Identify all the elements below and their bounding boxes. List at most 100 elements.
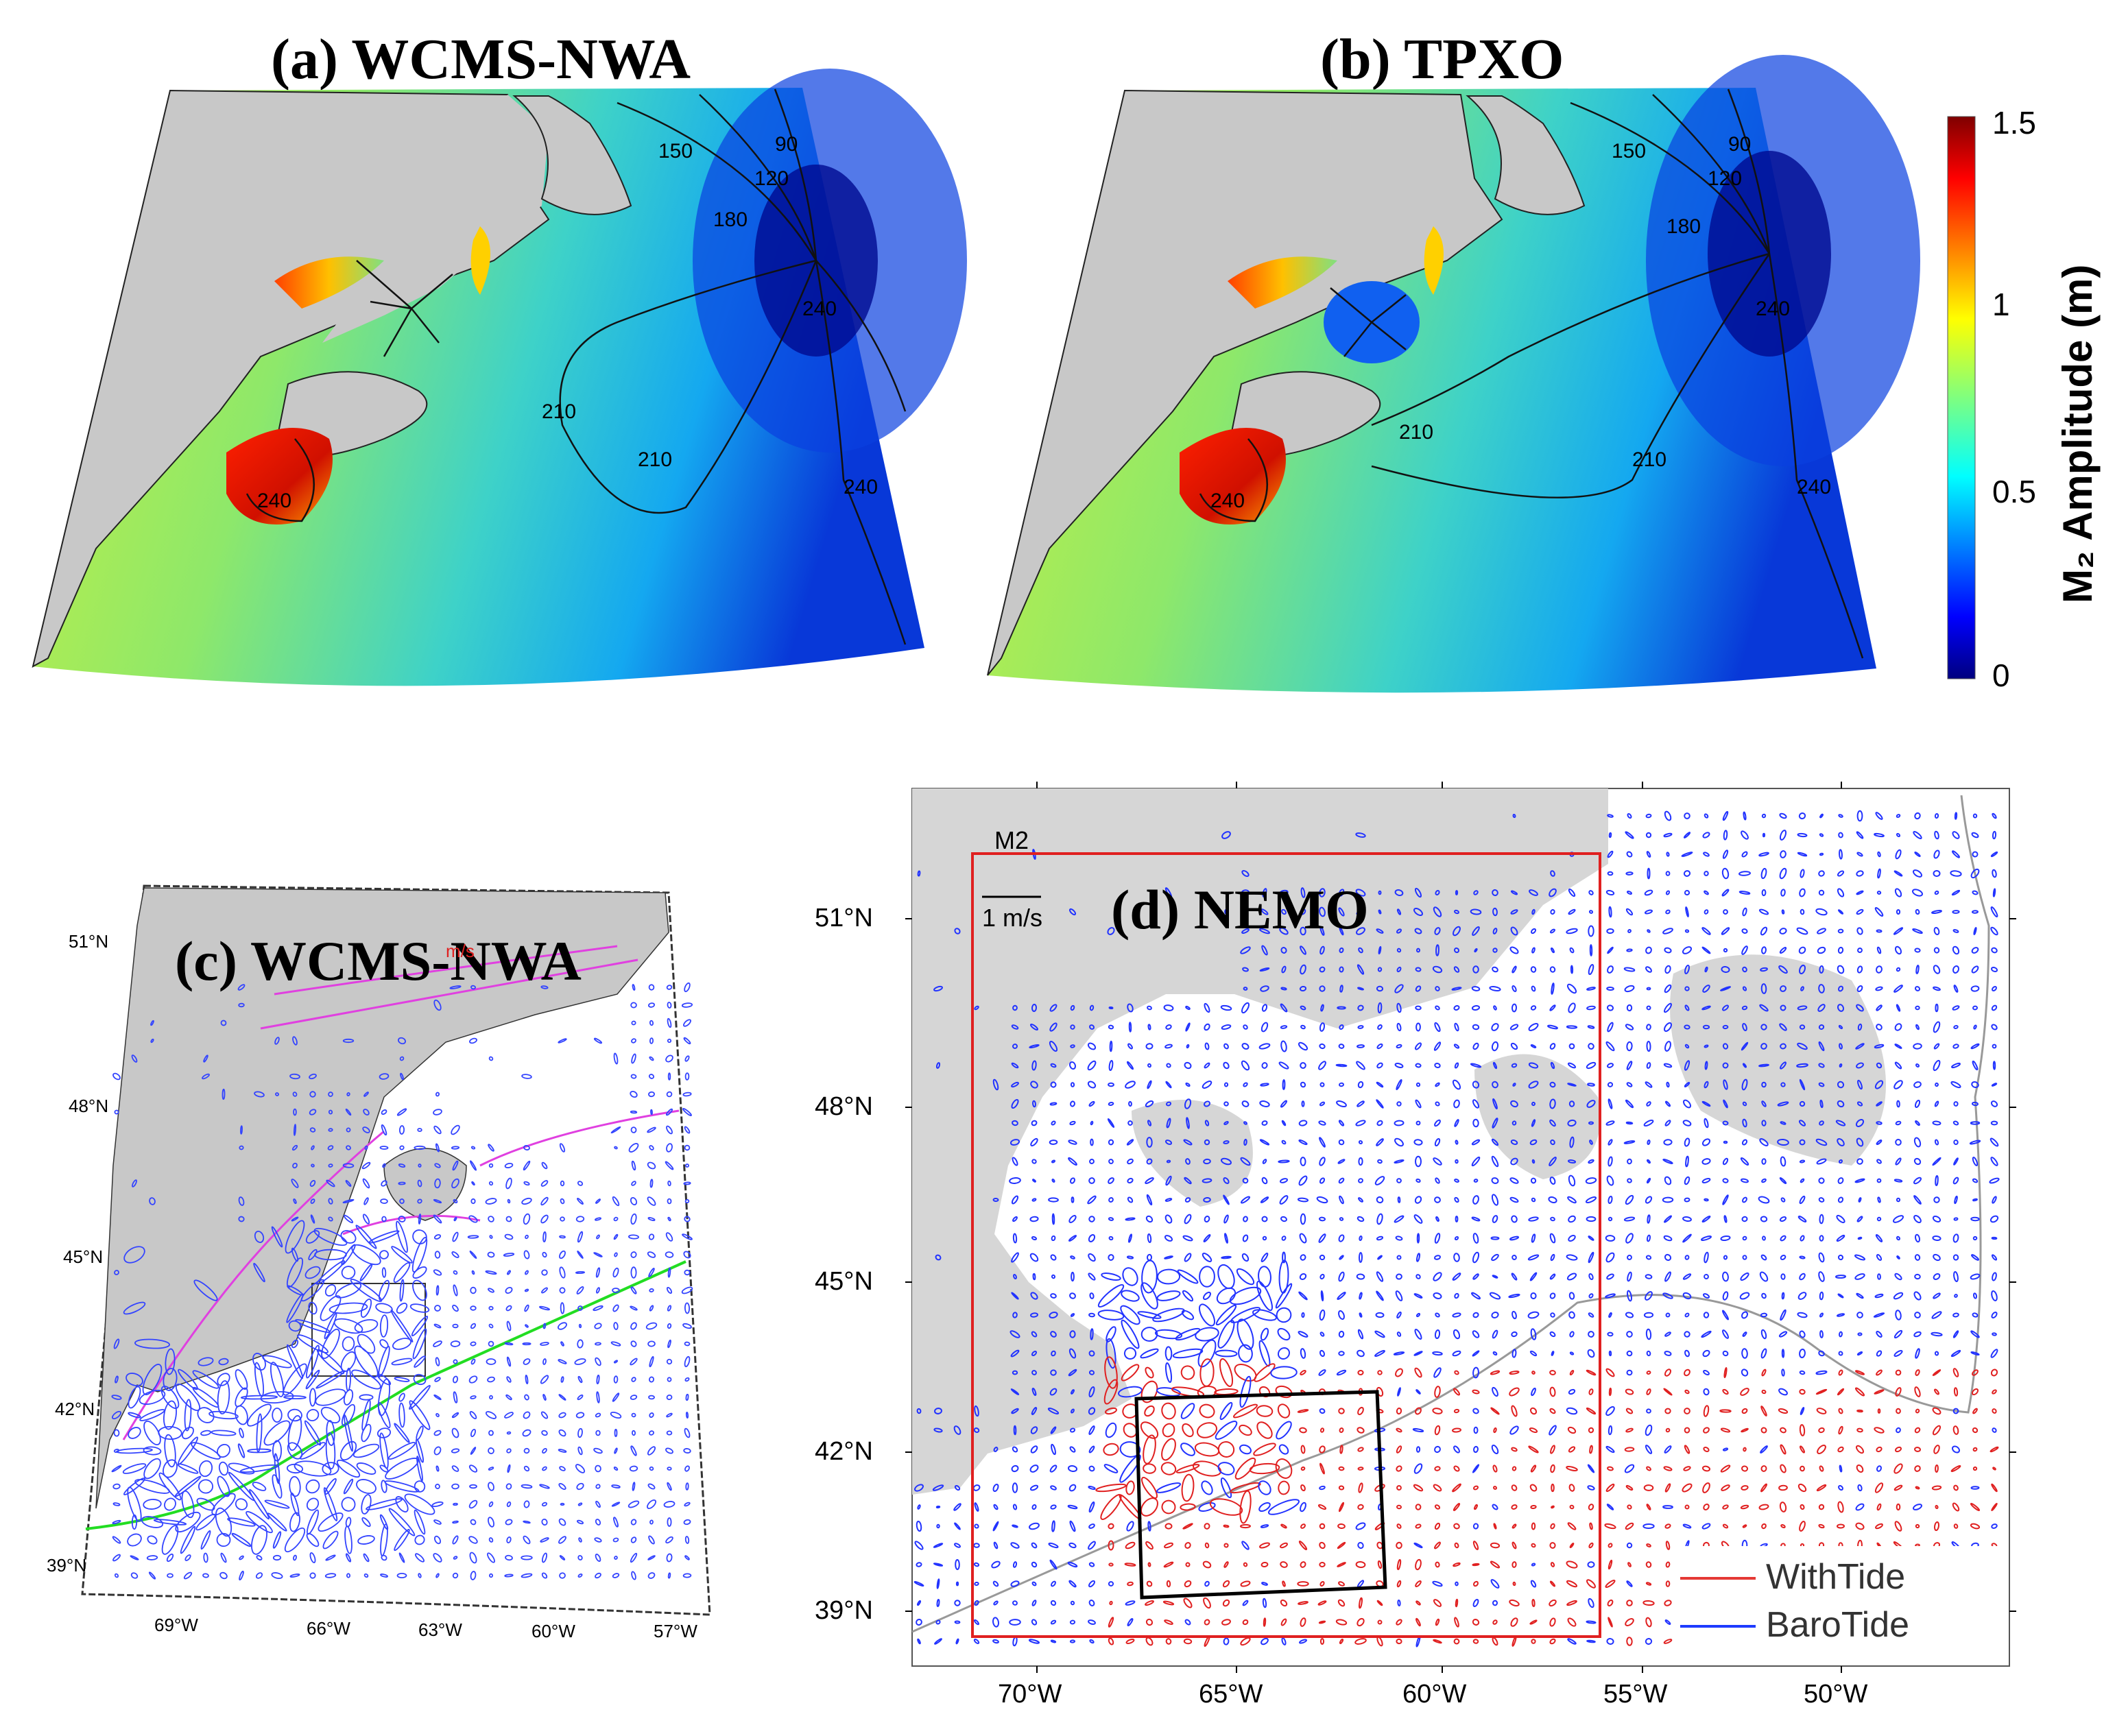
tidal-ellipse xyxy=(1473,1445,1479,1454)
contour-label: 90 xyxy=(775,133,798,156)
tidal-ellipse xyxy=(1549,888,1557,897)
tidal-ellipse xyxy=(200,1530,211,1550)
tidal-ellipse xyxy=(1761,1158,1767,1165)
tidal-ellipse xyxy=(593,1252,603,1257)
tidal-ellipse xyxy=(1566,983,1577,994)
tidal-ellipse xyxy=(1625,1024,1634,1030)
tidal-ellipse xyxy=(1683,870,1691,877)
tidal-ellipse xyxy=(1276,1421,1292,1440)
tidal-ellipse xyxy=(1089,1159,1095,1164)
tidal-ellipse xyxy=(1412,1427,1424,1433)
tidal-ellipse xyxy=(1839,1063,1843,1068)
tidal-ellipse xyxy=(541,1502,548,1507)
tidal-ellipse xyxy=(1356,1061,1365,1070)
tidal-ellipse xyxy=(1203,1196,1211,1203)
tidal-ellipse xyxy=(1741,830,1749,840)
tidal-ellipse xyxy=(1147,1005,1152,1011)
tidal-ellipse xyxy=(1413,1139,1423,1146)
tidal-ellipse xyxy=(1971,965,1979,974)
tidal-ellipse xyxy=(469,1160,477,1171)
tidal-ellipse xyxy=(1123,1347,1137,1360)
tidal-ellipse xyxy=(1991,1254,1998,1261)
tidal-ellipse xyxy=(1357,987,1364,991)
tidal-ellipse xyxy=(469,1250,477,1259)
tidal-ellipse xyxy=(1415,985,1422,992)
tidal-ellipse xyxy=(379,1464,389,1473)
tidal-ellipse xyxy=(630,1305,638,1311)
tidal-ellipse xyxy=(1914,1447,1921,1452)
tidal-ellipse xyxy=(1029,1216,1039,1222)
tidal-ellipse xyxy=(1202,1178,1212,1183)
tidal-ellipse xyxy=(289,1073,300,1080)
tidal-ellipse xyxy=(215,1507,232,1537)
tidal-ellipse xyxy=(1876,1178,1882,1183)
tidal-ellipse xyxy=(1855,1503,1865,1511)
tidal-ellipse xyxy=(1069,1177,1076,1184)
tidal-ellipse xyxy=(506,1356,512,1367)
tidal-ellipse xyxy=(1300,1157,1306,1166)
tidal-ellipse xyxy=(1682,1523,1692,1529)
tidal-ellipse xyxy=(1529,1407,1538,1415)
tidal-ellipse xyxy=(1743,811,1747,821)
tidal-ellipse xyxy=(1339,1024,1344,1030)
tidal-ellipse xyxy=(414,1509,426,1535)
tidal-ellipse xyxy=(1799,1255,1806,1259)
tidal-ellipse xyxy=(1586,1579,1596,1589)
tidal-ellipse xyxy=(341,1244,356,1266)
tidal-ellipse xyxy=(648,984,655,991)
tidal-ellipse xyxy=(1300,1502,1306,1512)
tidal-ellipse xyxy=(1509,1196,1519,1203)
tidal-ellipse xyxy=(1915,965,1920,974)
tidal-ellipse xyxy=(1161,1499,1176,1515)
tidal-ellipse xyxy=(1819,1330,1824,1338)
tidal-ellipse xyxy=(1376,1043,1383,1050)
tidal-ellipse xyxy=(667,1002,672,1009)
tidal-ellipse xyxy=(1454,1179,1459,1183)
tidal-ellipse xyxy=(1913,1331,1922,1338)
tidal-ellipse xyxy=(1125,1639,1135,1644)
tidal-ellipse xyxy=(1855,1522,1865,1530)
tidal-ellipse xyxy=(1684,1445,1690,1454)
tidal-ellipse xyxy=(1626,1331,1633,1338)
tidal-ellipse xyxy=(1050,1369,1057,1376)
tidal-ellipse xyxy=(1415,1558,1422,1571)
tidal-ellipse xyxy=(1933,1059,1941,1072)
tidal-ellipse xyxy=(1587,1464,1595,1473)
tidal-ellipse xyxy=(240,1395,278,1400)
tidal-ellipse xyxy=(1605,1235,1616,1242)
tidal-ellipse xyxy=(1511,1405,1518,1417)
tidal-ellipse xyxy=(1239,1444,1252,1455)
tidal-ellipse xyxy=(667,1467,672,1471)
tidal-ellipse xyxy=(505,1216,512,1222)
tidal-ellipse xyxy=(1394,984,1404,993)
tidal-ellipse xyxy=(1088,1177,1095,1184)
tidal-ellipse xyxy=(505,1305,512,1312)
tidal-ellipse xyxy=(1701,1523,1711,1530)
tidal-ellipse xyxy=(1455,1598,1459,1608)
tidal-ellipse xyxy=(1319,1408,1326,1414)
tidal-ellipse xyxy=(1140,1327,1158,1342)
tidal-ellipse xyxy=(361,1399,371,1431)
tidal-ellipse xyxy=(647,1572,656,1579)
tidal-ellipse xyxy=(470,1428,477,1438)
tidal-ellipse xyxy=(974,1502,979,1512)
tidal-ellipse xyxy=(1780,1309,1787,1321)
tidal-ellipse xyxy=(1511,1003,1518,1013)
tidal-ellipse xyxy=(1319,1022,1326,1032)
tidal-ellipse xyxy=(1627,1158,1632,1165)
tidal-ellipse xyxy=(326,1179,335,1188)
tidal-ellipse xyxy=(1857,1023,1863,1031)
tidal-ellipse xyxy=(1586,1639,1596,1643)
tidal-ellipse xyxy=(1550,1061,1555,1070)
tidal-ellipse xyxy=(1662,1505,1673,1509)
tidal-ellipse xyxy=(1837,1446,1844,1453)
tidal-ellipse xyxy=(1511,1504,1518,1510)
tidal-ellipse xyxy=(183,1571,193,1580)
tidal-ellipse xyxy=(1953,1387,1959,1397)
tidal-ellipse xyxy=(558,1536,566,1544)
tidal-ellipse xyxy=(1551,947,1555,954)
tidal-ellipse xyxy=(1162,1423,1175,1438)
tidal-ellipse xyxy=(539,1305,550,1311)
tidal-ellipse xyxy=(1394,1120,1405,1126)
tidal-ellipse xyxy=(182,1426,194,1440)
